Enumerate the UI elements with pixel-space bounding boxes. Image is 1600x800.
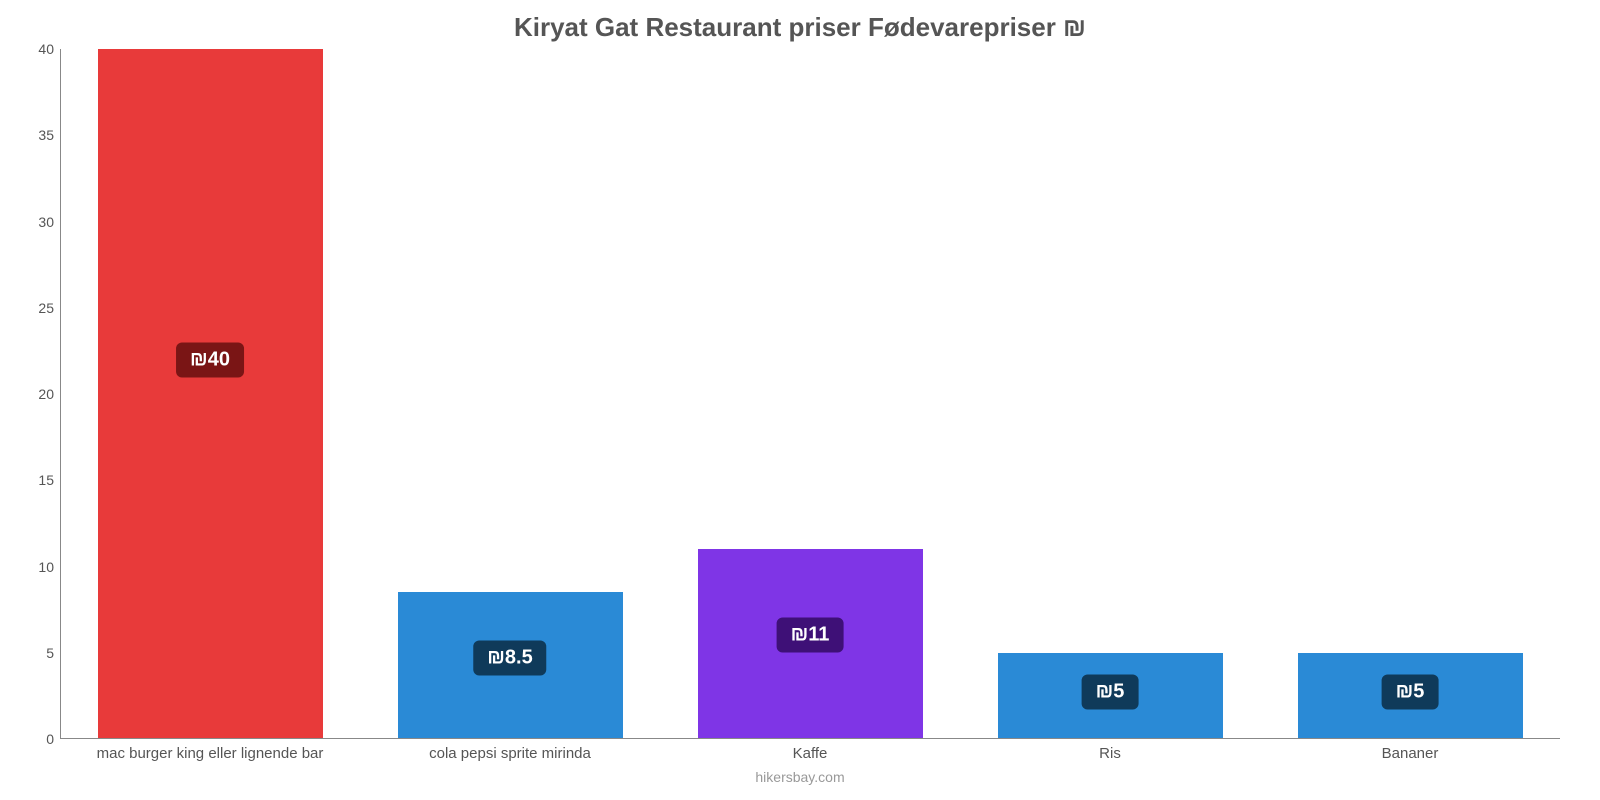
x-axis-labels: mac burger king eller lignende bar cola p… xyxy=(60,739,1560,767)
bar-value-badge: ₪8.5 xyxy=(473,641,546,676)
y-tick-label: 10 xyxy=(38,559,54,575)
y-tick-label: 15 xyxy=(38,472,54,488)
x-tick-label: cola pepsi sprite mirinda xyxy=(429,745,591,762)
bar-value-badge: ₪40 xyxy=(176,342,244,377)
bars-group: ₪40 ₪8.5 ₪11 ₪5 ₪5 xyxy=(60,49,1560,739)
y-tick-label: 40 xyxy=(38,41,54,57)
y-tick-label: 35 xyxy=(38,127,54,143)
y-tick-label: 25 xyxy=(38,300,54,316)
x-tick-label: Ris xyxy=(1099,745,1121,762)
bar: ₪5 xyxy=(1298,653,1523,739)
chart-source: hikersbay.com xyxy=(20,769,1580,785)
x-tick-label: Kaffe xyxy=(793,745,828,762)
x-tick-label: Bananer xyxy=(1382,745,1439,762)
chart-container: Kiryat Gat Restaurant priser Fødevarepri… xyxy=(0,0,1600,800)
y-tick-label: 5 xyxy=(46,645,54,661)
bar: ₪5 xyxy=(998,653,1223,739)
y-tick-label: 30 xyxy=(38,214,54,230)
bar: ₪8.5 xyxy=(398,592,623,739)
bar: ₪11 xyxy=(698,549,923,739)
y-axis: 0510152025303540 xyxy=(20,49,60,739)
y-tick-label: 20 xyxy=(38,386,54,402)
x-tick-label: mac burger king eller lignende bar xyxy=(97,745,324,762)
chart-title: Kiryat Gat Restaurant priser Fødevarepri… xyxy=(20,0,1580,49)
y-tick-label: 0 xyxy=(46,731,54,747)
plot-area: 0510152025303540 ₪40₪8.5₪11₪5₪5 xyxy=(60,49,1560,739)
bar-value-badge: ₪5 xyxy=(1082,674,1139,709)
bar-value-badge: ₪11 xyxy=(777,617,844,652)
bar-value-badge: ₪5 xyxy=(1382,674,1439,709)
bar: ₪40 xyxy=(98,49,323,739)
